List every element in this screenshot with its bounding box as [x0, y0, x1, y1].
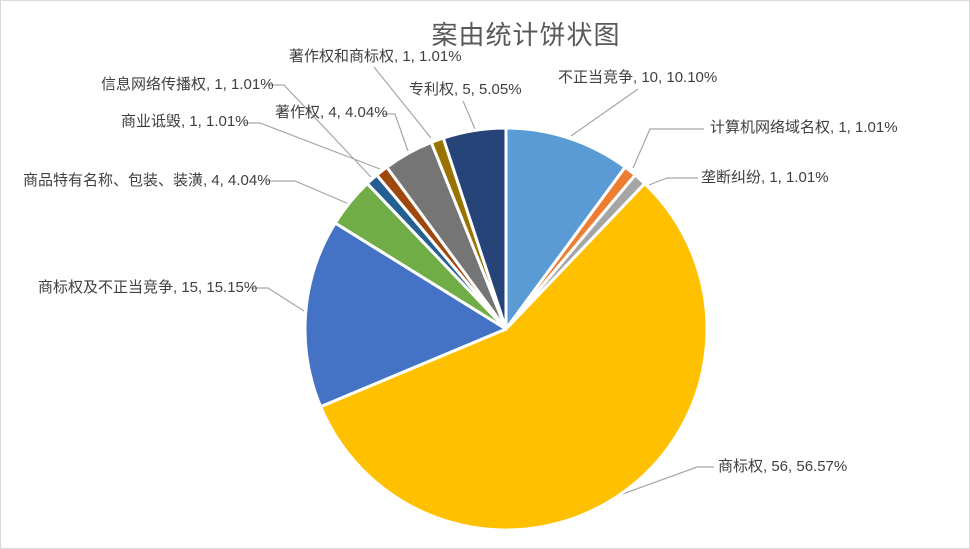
pie-slice-trademark — [319, 182, 709, 532]
pie-label-copyright: 著作权, 4, 4.04% — [275, 104, 388, 121]
pie-slice-trademark-and-unfair-competition — [303, 221, 508, 409]
leader-line-trademark-and-unfair-competition — [251, 287, 305, 312]
leader-line-monopoly-dispute — [648, 177, 698, 186]
leader-line-product-name-packaging-decoration — [267, 180, 350, 205]
pie-label-information-network-transmission: 信息网络传播权, 1, 1.01% — [101, 76, 274, 93]
leader-line-copyright-and-trademark — [373, 66, 432, 139]
leader-line-computer-network-domain-name — [632, 128, 704, 169]
leader-line-patent — [462, 100, 476, 130]
leader-line-copyright — [382, 113, 409, 152]
pie-label-commercial-defamation: 商业诋毁, 1, 1.01% — [121, 113, 249, 130]
leader-line-information-network-transmission — [268, 84, 372, 178]
pie-slice-unfair-competition — [504, 126, 627, 331]
pie-label-patent: 专利权, 5, 5.05% — [409, 81, 522, 98]
leader-line-unfair-competition — [570, 88, 639, 137]
pie-slice-patent — [441, 126, 508, 331]
pie-label-monopoly-dispute: 垄断纠纷, 1, 1.01% — [701, 169, 829, 186]
pie-label-copyright-and-trademark: 著作权和商标权, 1, 1.01% — [289, 48, 462, 65]
pie-label-computer-network-domain-name: 计算机网络域名权, 1, 1.01% — [710, 119, 898, 136]
pie-label-trademark-and-unfair-competition: 商标权及不正当竞争, 15, 15.15% — [38, 279, 258, 296]
chart-title: 案由统计饼状图 — [431, 20, 621, 50]
pie-label-product-name-packaging-decoration: 商品特有名称、包装、装潢, 4, 4.04% — [23, 172, 271, 189]
leader-line-commercial-defamation — [244, 122, 381, 170]
leader-line-trademark — [619, 466, 714, 496]
pie-label-trademark: 商标权, 56, 56.57% — [718, 458, 848, 475]
leader-lines — [244, 66, 714, 496]
pie-slices — [303, 126, 709, 532]
pie-label-unfair-competition: 不正当竞争, 10, 10.10% — [558, 69, 718, 86]
